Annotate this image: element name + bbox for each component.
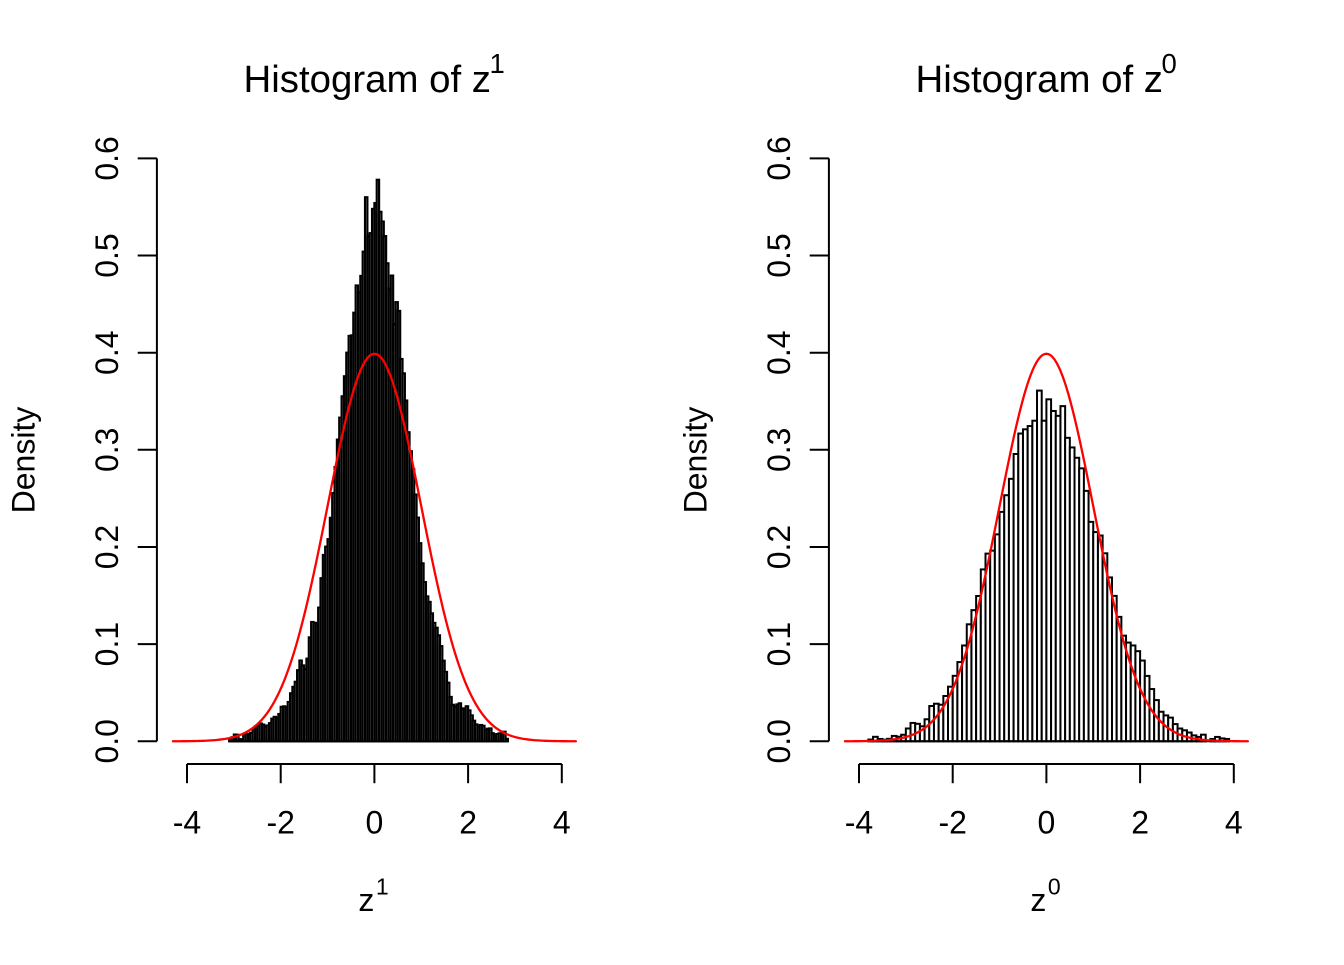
svg-text:2: 2	[1131, 805, 1149, 841]
svg-text:Histogram of z: Histogram of z	[244, 58, 491, 101]
svg-text:-4: -4	[845, 805, 873, 841]
svg-text:-2: -2	[266, 805, 294, 841]
svg-text:0.3: 0.3	[89, 428, 125, 472]
svg-text:0: 0	[1048, 874, 1061, 900]
svg-text:-2: -2	[938, 805, 966, 841]
svg-text:1: 1	[490, 48, 505, 79]
svg-text:0.6: 0.6	[89, 136, 125, 180]
svg-text:0.2: 0.2	[89, 525, 125, 569]
svg-text:2: 2	[459, 805, 477, 841]
svg-text:0: 0	[366, 805, 384, 841]
svg-text:4: 4	[1225, 805, 1243, 841]
svg-text:Density: Density	[6, 407, 42, 514]
svg-text:0.0: 0.0	[761, 719, 797, 763]
svg-text:1: 1	[376, 874, 389, 900]
svg-text:0.4: 0.4	[89, 330, 125, 374]
svg-text:z: z	[1030, 882, 1046, 918]
svg-text:Density: Density	[678, 407, 714, 514]
svg-text:0: 0	[1162, 48, 1177, 79]
svg-text:0: 0	[1038, 805, 1056, 841]
svg-text:0.2: 0.2	[761, 525, 797, 569]
svg-text:0.5: 0.5	[89, 233, 125, 277]
svg-text:0.0: 0.0	[89, 719, 125, 763]
svg-text:0.5: 0.5	[761, 233, 797, 277]
svg-text:Histogram of z: Histogram of z	[916, 58, 1163, 101]
svg-text:z: z	[358, 882, 374, 918]
svg-text:0.3: 0.3	[761, 428, 797, 472]
svg-text:0.1: 0.1	[761, 622, 797, 666]
svg-text:0.6: 0.6	[761, 136, 797, 180]
svg-text:0.1: 0.1	[89, 622, 125, 666]
svg-text:-4: -4	[173, 805, 201, 841]
svg-text:0.4: 0.4	[761, 330, 797, 374]
svg-text:4: 4	[553, 805, 571, 841]
